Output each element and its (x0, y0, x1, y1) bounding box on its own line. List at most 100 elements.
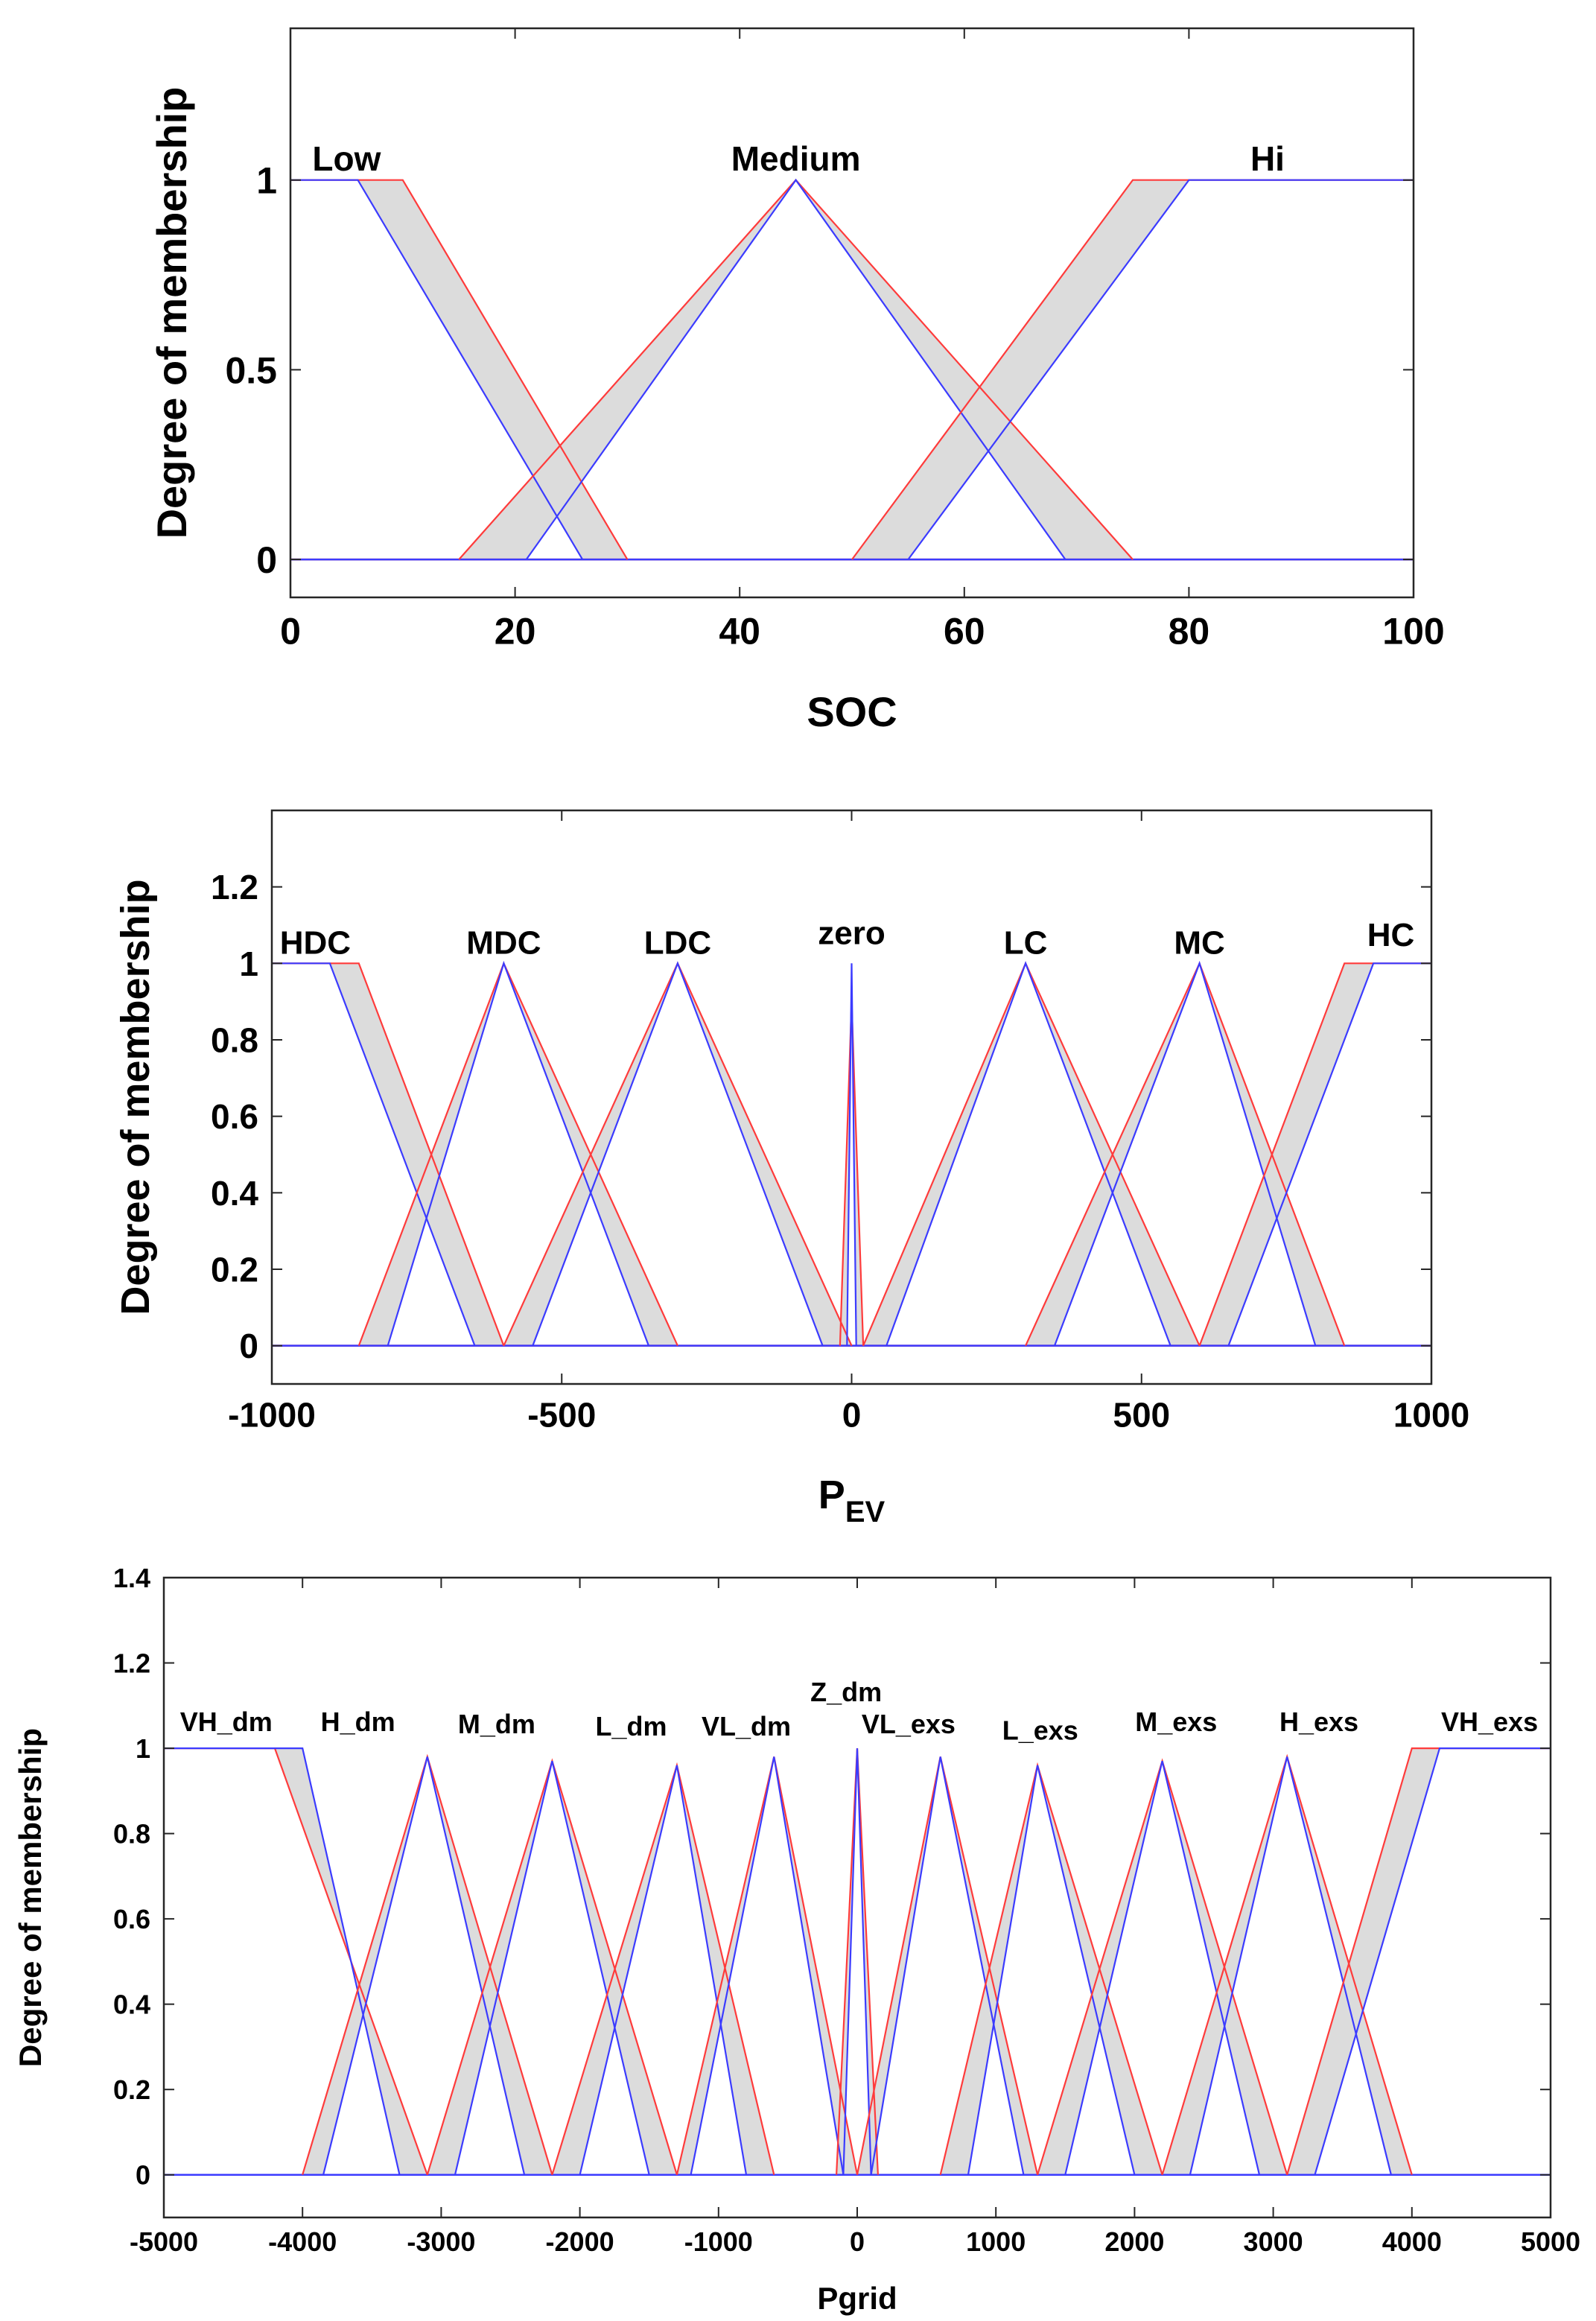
mf-label-zero: zero (818, 915, 885, 952)
mf-footprint-L_exs (940, 1765, 1163, 2175)
y-tick-label: 0.6 (211, 1097, 258, 1136)
chart-panel-1: 0 20 40 60 80 100 0 0.5 1 Degree of membership SOC… (148, 27, 1445, 735)
y-tick-label: 0.4 (113, 1990, 150, 2020)
mf-footprint-MDC (358, 963, 678, 1346)
x-tick-label: 2000 (1104, 2226, 1164, 2257)
mf-lower-M_exs (1064, 1760, 1261, 2175)
y-tick-label: 0 (136, 2160, 150, 2191)
x-tick-label: 0 (842, 1396, 862, 1435)
mf-footprint-H_dm (302, 1756, 553, 2175)
mf-label-VL_dm: VL_dm (702, 1711, 791, 1741)
mf-lower-VH_exs (1314, 1747, 1551, 2176)
mf-label-Medium: Medium (731, 139, 861, 178)
x-tick-label: 4000 (1382, 2226, 1442, 2257)
y-tick-label: 0.8 (113, 1819, 150, 1850)
x-tick-label: -3000 (407, 2226, 475, 2257)
mf-lower-Hi (907, 179, 1414, 560)
x-tick-label: 0 (850, 2226, 865, 2257)
y-tick-label: 0.2 (113, 2074, 150, 2105)
mf-lower-M_dm (454, 1760, 650, 2175)
x-tick-label: 40 (719, 611, 760, 653)
mf-label-VH_exs: VH_exs (1441, 1706, 1538, 1737)
mf-footprint-M_dm (427, 1761, 677, 2175)
y-tick-label: 1 (239, 944, 258, 983)
mf-label-Z_dm: Z_dm (810, 1677, 882, 1707)
mf-label-LDC: LDC (644, 925, 711, 962)
mf-label-VL_exs: VL_exs (862, 1709, 956, 1739)
mf-lower-VL_dm (690, 1756, 845, 2175)
chart-panel-3: -5000 -4000 -3000 -2000 -1000 0 1000 2000 3000 40… (13, 1563, 1580, 2316)
y-tick-label: 1 (136, 1733, 150, 1764)
x-tick-label: -1000 (228, 1396, 316, 1435)
mf-lower-MDC (387, 960, 650, 1347)
mf-label-H_exs: H_exs (1279, 1706, 1358, 1737)
y-tick-label: 1.2 (211, 868, 258, 907)
mf-lower-LDC (532, 961, 824, 1347)
mf-lower-VL_exs (870, 1756, 1025, 2175)
y-tick-label: 0 (256, 539, 277, 581)
y-tick-label: 0.8 (211, 1021, 258, 1060)
mf-lower-Medium (525, 178, 1066, 560)
axes-box (162, 1576, 1552, 2219)
mf-lower-L_dm (579, 1765, 748, 2175)
mf-lower-H_dm (322, 1756, 526, 2175)
plot-area (290, 178, 1414, 561)
y-tick-label: 1.2 (113, 1648, 150, 1678)
x-axis-label: SOC (807, 688, 897, 735)
y-tick-label: 0.4 (211, 1174, 258, 1213)
y-tick-label: 0.2 (211, 1251, 258, 1289)
axes-box (270, 809, 1433, 1385)
mf-footprint-VH_exs (1287, 1748, 1551, 2175)
mf-footprint-Low (290, 180, 628, 560)
x-tick-label: 100 (1382, 611, 1444, 653)
chart-panel-2: -1000 -500 0 500 1000 0 0.2 0.4 0.6 0.8 1 1.2 Degree… (113, 809, 1469, 1528)
x-tick-label: 20 (495, 611, 536, 653)
mf-footprint-VH_dm (164, 1748, 427, 2175)
mf-label-L_dm: L_dm (595, 1711, 667, 1741)
mf-lower-VH_dm (164, 1747, 401, 2175)
y-axis-label: Degree of membership (148, 87, 195, 539)
mf-label-Low: Low (312, 139, 381, 178)
x-tick-label: 1000 (1393, 1396, 1469, 1435)
mf-label-MDC: MDC (466, 925, 541, 962)
mf-lower-zero (846, 963, 857, 1346)
plot-area (164, 1747, 1551, 2176)
mf-label-H_dm: H_dm (321, 1706, 395, 1737)
x-tick-label: 0 (280, 611, 301, 653)
x-tick-label: -4000 (268, 2226, 337, 2257)
x-tick-label: 80 (1169, 611, 1210, 653)
mf-footprint-L_dm (552, 1765, 775, 2175)
x-axis-label: Pgrid (817, 2281, 897, 2316)
y-tick-label: 0.5 (225, 349, 277, 391)
mf-footprint-MC (1026, 963, 1345, 1346)
mf-footprint-H_exs (1162, 1756, 1412, 2175)
y-tick-label: 1 (256, 160, 277, 202)
mf-footprint-zero (839, 963, 864, 1346)
mf-lower-L_exs (967, 1765, 1136, 2175)
mf-label-HC: HC (1367, 917, 1415, 953)
mf-label-MC: MC (1174, 925, 1224, 962)
mf-lower-Low (290, 179, 584, 560)
y-tick-label: 0 (239, 1327, 258, 1365)
axes-box (289, 27, 1415, 599)
mf-lower-HC (1227, 962, 1431, 1347)
x-tick-label: -500 (527, 1396, 596, 1435)
mf-footprint-LDC (503, 963, 852, 1346)
mf-footprint-LC (863, 963, 1200, 1346)
mf-label-LC: LC (1004, 925, 1048, 962)
mf-footprint-Medium (459, 180, 1133, 560)
x-tick-label: -1000 (684, 2226, 753, 2257)
mf-footprint-HC (1199, 963, 1431, 1346)
mf-label-Hi: Hi (1250, 139, 1285, 178)
mf-label-HDC: HDC (280, 925, 351, 962)
x-tick-label: -5000 (130, 2226, 198, 2257)
mf-label-L_exs: L_exs (1002, 1715, 1078, 1746)
y-axis-label: Degree of membership (13, 1728, 48, 2067)
mf-label-VH_dm: VH_dm (180, 1706, 273, 1737)
mf-footprint-HDC (272, 963, 504, 1346)
x-tick-label: -2000 (546, 2226, 614, 2257)
x-tick-label: 500 (1113, 1396, 1170, 1435)
mf-upper-LDC (503, 961, 853, 1347)
mf-footprint-M_exs (1037, 1761, 1288, 2175)
